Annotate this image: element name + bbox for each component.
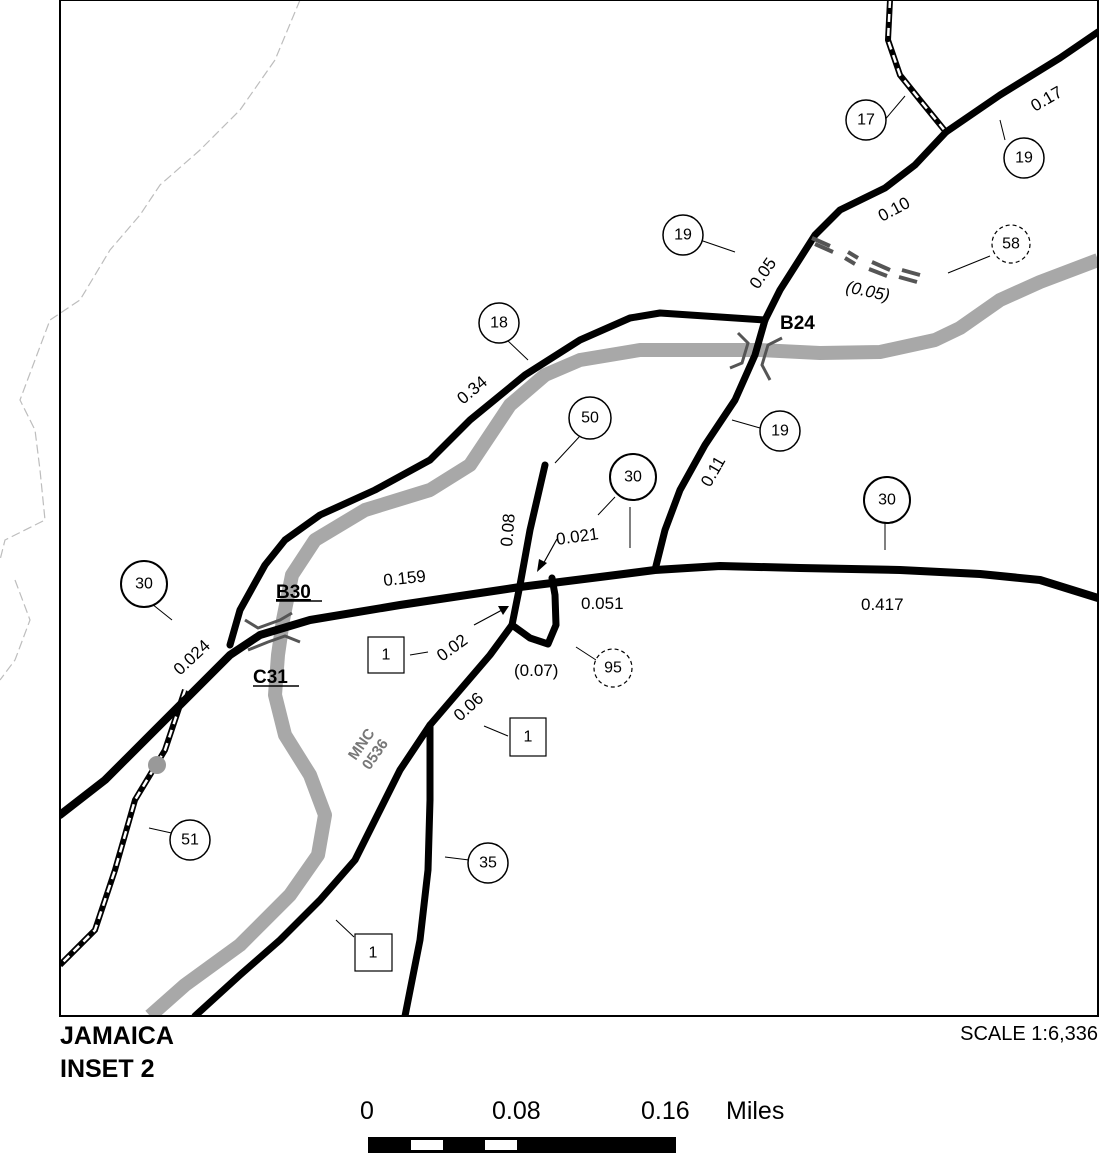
svg-text:1: 1: [524, 729, 533, 746]
length-0-17: 0.17: [1028, 82, 1066, 115]
svg-text:58: 58: [1002, 236, 1020, 253]
bridge-label-b30: B30: [276, 582, 311, 603]
svg-text:1: 1: [382, 647, 391, 664]
map-title: JAMAICA INSET 2: [60, 1020, 174, 1086]
map-title-line1: JAMAICA: [60, 1022, 174, 1050]
map-title-line2: INSET 2: [60, 1055, 155, 1083]
svg-text:18: 18: [490, 315, 508, 332]
svg-text:30: 30: [878, 492, 896, 509]
roads: [60, 28, 1098, 1016]
segment-labels: 0.17 0.10 0.05 (0.05) 0.34 0.11 0.08 0.0…: [170, 82, 1066, 725]
scale-label-units: Miles: [726, 1097, 785, 1125]
road-upper-northeast: [942, 28, 1098, 136]
scale-ratio: SCALE 1:6,336: [960, 1023, 1098, 1045]
road-loop-95: [508, 574, 560, 648]
length-0-08: 0.08: [497, 513, 519, 548]
length-0-05-paren: (0.05): [844, 277, 891, 305]
river: [145, 253, 1098, 1016]
route-box-1-south: [354, 933, 393, 972]
svg-text:50: 50: [581, 410, 599, 427]
map-frame: [59, 0, 1099, 1017]
length-0-159: 0.159: [382, 567, 426, 590]
svg-text:30: 30: [624, 469, 642, 486]
scale-label-0-16: 0.16: [641, 1097, 690, 1125]
route-box-1-mid: [509, 717, 547, 757]
length-0-05: 0.05: [746, 254, 781, 292]
length-0-07-paren: (0.07): [514, 661, 558, 680]
length-0-02: 0.02: [433, 630, 471, 665]
box-markers: 1 1 1: [354, 636, 547, 972]
road-11: [651, 316, 769, 574]
svg-text:51: 51: [181, 832, 199, 849]
road-35: [401, 721, 434, 1016]
dashed-road-segment: [811, 236, 921, 284]
route-marker-50: [568, 396, 612, 440]
bridge-symbols: [244, 331, 783, 652]
route-marker-19-east: [1003, 137, 1045, 179]
svg-text:1: 1: [369, 945, 378, 962]
svg-text:95: 95: [604, 660, 622, 677]
road-main-30: [60, 562, 1098, 819]
route-box-1-west: [367, 636, 405, 674]
length-0-051: 0.051: [581, 594, 624, 613]
route-markers: 17 19 19 58 18 19 50 30 30 30 95 51 35: [120, 99, 1045, 884]
length-0-10: 0.10: [875, 193, 913, 225]
bridge-label-c31: C31: [253, 667, 288, 688]
arrows: [473, 538, 558, 626]
length-0-11: 0.11: [697, 453, 729, 490]
town-boundary: [0, 0, 301, 681]
stream-label: MNC 0536: [345, 725, 392, 773]
route-marker-30-center: [609, 453, 657, 501]
length-0-417: 0.417: [861, 595, 904, 614]
route-marker-95: [593, 648, 633, 688]
scale-label-0: 0: [360, 1097, 374, 1125]
route-marker-58: [991, 224, 1031, 264]
bridge-labels: B24 B30 C31: [253, 313, 815, 688]
route-marker-17: [845, 99, 887, 141]
svg-text:19: 19: [1015, 150, 1033, 167]
road-upper-mid: [761, 128, 950, 324]
svg-text:35: 35: [479, 855, 497, 872]
length-0-021: 0.021: [555, 524, 600, 549]
route-marker-35: [467, 842, 509, 884]
svg-text:19: 19: [771, 423, 789, 440]
route-marker-19-north: [662, 214, 704, 256]
route-marker-18: [478, 302, 520, 344]
route-marker-51: [169, 819, 211, 861]
svg-text:19: 19: [674, 227, 692, 244]
road-route-1: [191, 621, 516, 1016]
route-marker-30-west: [120, 560, 168, 608]
svg-text:17: 17: [857, 112, 875, 129]
route-marker-19-mid: [759, 410, 801, 452]
road-34: [226, 309, 769, 649]
route-marker-30-east: [863, 476, 911, 524]
svg-text:30: 30: [135, 576, 153, 593]
railroad-station-dot: [148, 756, 166, 774]
railroads: [60, 0, 949, 968]
scale-label-0-08: 0.08: [492, 1097, 541, 1125]
scale-bar: [368, 1137, 676, 1153]
road-08: [508, 461, 549, 629]
bridge-label-b24: B24: [780, 313, 815, 334]
length-0-34: 0.34: [453, 372, 491, 408]
